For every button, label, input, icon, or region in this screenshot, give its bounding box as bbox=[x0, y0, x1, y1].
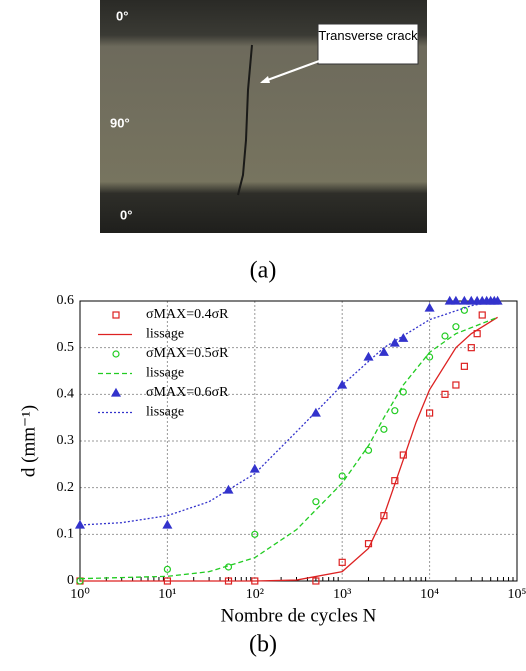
caption: (a) bbox=[250, 258, 277, 284]
point bbox=[391, 407, 399, 415]
ply-label: 90° bbox=[110, 115, 130, 130]
annotation-box bbox=[317, 23, 419, 65]
point bbox=[378, 347, 389, 356]
fit-line bbox=[79, 300, 498, 526]
point bbox=[312, 577, 320, 585]
annotation: Transverse crack bbox=[318, 28, 418, 43]
y-axis-label: d (mm⁻¹) bbox=[18, 405, 39, 477]
point bbox=[452, 381, 460, 389]
annotation-text: Transverse crack bbox=[318, 28, 418, 43]
caption: (b) bbox=[249, 632, 277, 658]
x-tick-label: 10³ bbox=[333, 587, 351, 602]
point bbox=[452, 323, 460, 331]
point bbox=[389, 337, 400, 347]
point bbox=[398, 333, 409, 342]
point bbox=[363, 351, 374, 361]
x-tick-label: 10⁴ bbox=[420, 587, 439, 602]
x-tick-label: 10⁵ bbox=[508, 587, 526, 602]
point bbox=[399, 388, 407, 396]
y-tick-label: 0 bbox=[67, 573, 74, 588]
point bbox=[467, 344, 475, 352]
legend-label: lissage bbox=[146, 366, 184, 381]
crack bbox=[237, 44, 253, 196]
x-axis-label: Nombre de cycles N bbox=[221, 605, 377, 626]
y-tick-label: 0.5 bbox=[57, 340, 75, 355]
y-tick-label: 0.6 bbox=[57, 293, 75, 308]
point bbox=[312, 498, 320, 506]
point bbox=[251, 530, 259, 538]
legend-label: σMAX=0.6σR bbox=[146, 385, 229, 400]
arrow-head bbox=[260, 76, 270, 83]
y-tick-label: 0.2 bbox=[57, 480, 75, 495]
x-tick-label: 10⁰ bbox=[70, 587, 90, 602]
fit-line bbox=[80, 316, 498, 582]
y-tick-label: 0.4 bbox=[57, 387, 75, 402]
point bbox=[460, 362, 468, 370]
legend-label: σMAX=0.4σR bbox=[146, 307, 229, 322]
legend-label: σMAX=0.5σR bbox=[146, 346, 229, 361]
point bbox=[441, 390, 449, 398]
point bbox=[426, 409, 434, 417]
point bbox=[364, 446, 373, 454]
legend-label: lissage bbox=[146, 327, 184, 342]
plot-frame bbox=[79, 300, 518, 582]
point bbox=[163, 565, 171, 573]
point bbox=[223, 484, 234, 494]
ply-label: 0° bbox=[120, 207, 132, 222]
point bbox=[444, 295, 455, 305]
point bbox=[441, 332, 449, 340]
point bbox=[450, 295, 461, 305]
legend-swatch bbox=[112, 350, 120, 358]
point bbox=[162, 519, 173, 529]
point bbox=[337, 379, 348, 389]
point bbox=[466, 295, 477, 305]
legend-swatch bbox=[110, 387, 122, 397]
legend-label: lissage bbox=[146, 405, 184, 420]
legend-swatch bbox=[112, 311, 120, 319]
arrow bbox=[261, 59, 323, 83]
point bbox=[338, 558, 346, 566]
x-tick-label: 10¹ bbox=[158, 587, 176, 602]
y-tick-label: 0.1 bbox=[57, 527, 75, 542]
point bbox=[492, 295, 503, 305]
point bbox=[380, 512, 388, 520]
fit-line bbox=[79, 316, 498, 580]
point bbox=[76, 577, 84, 585]
y-tick-label: 0.3 bbox=[57, 433, 75, 448]
point bbox=[249, 463, 260, 473]
ply-label: 0° bbox=[116, 8, 128, 23]
point bbox=[459, 295, 470, 305]
x-tick-label: 10² bbox=[246, 587, 264, 602]
point bbox=[478, 311, 486, 319]
point bbox=[380, 425, 388, 433]
point bbox=[364, 540, 373, 548]
point bbox=[338, 472, 346, 480]
point bbox=[424, 302, 435, 312]
